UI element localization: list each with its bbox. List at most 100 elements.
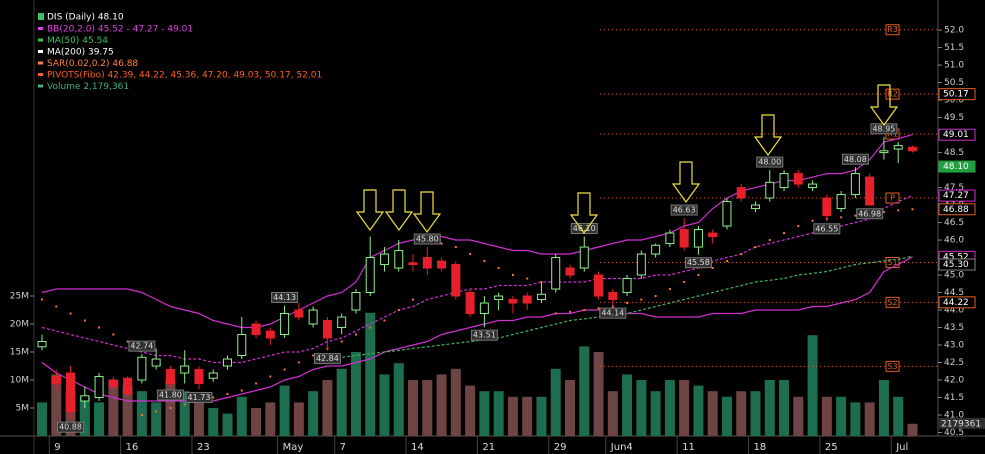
price-label-box	[128, 340, 156, 352]
y-tick-label: 41.0	[944, 411, 964, 421]
volume-bar	[893, 396, 904, 436]
sar-dot	[497, 267, 500, 270]
volume-bar	[479, 391, 490, 436]
candle-body	[622, 278, 632, 294]
signal-arrow	[753, 114, 783, 157]
volume-bar	[465, 385, 476, 436]
candle-body	[108, 379, 118, 388]
signal-arrow	[412, 191, 442, 234]
y-tick-label: 46.5	[944, 218, 964, 228]
axis-box-label: 48.10	[943, 162, 969, 172]
volume-bar	[265, 402, 276, 436]
sar-dot	[597, 307, 600, 310]
y-tick-label: 43.5	[944, 323, 964, 333]
volume-bar	[79, 396, 90, 436]
axis-box-label: 46.88	[943, 205, 969, 215]
sar-dot	[312, 354, 315, 357]
price-label-box	[185, 391, 213, 403]
candle-body	[865, 176, 875, 206]
candle-body	[51, 376, 61, 385]
axis-box-label: 47.27	[943, 191, 969, 201]
price-label: 43.51	[473, 331, 496, 340]
axis-box	[938, 203, 976, 216]
sar-dot	[226, 393, 229, 396]
y-tick-label: 47.5	[944, 183, 964, 193]
volume-bar	[136, 391, 147, 436]
volume-bar	[878, 380, 889, 436]
pivot-label: R2	[887, 90, 898, 99]
price-label-box	[156, 389, 184, 401]
volume-bar	[122, 385, 133, 436]
volume-tick-label: 15M	[10, 348, 29, 358]
volume-bar	[193, 396, 204, 436]
legend-swatch	[38, 73, 43, 76]
axis-box	[938, 128, 976, 141]
sar-dot	[526, 277, 529, 280]
sar-dot	[640, 298, 643, 301]
legend-swatch	[38, 61, 43, 65]
candle-body	[151, 358, 161, 367]
candle-body	[465, 292, 475, 315]
volume-bar	[607, 391, 618, 436]
sar-dot	[183, 403, 186, 406]
sar-dot	[511, 274, 514, 277]
sar-dot	[568, 310, 571, 313]
y-tick-label: 45.0	[944, 271, 964, 281]
volume-bar	[679, 380, 690, 436]
candle-body	[765, 181, 775, 199]
x-tick-label: 23	[197, 442, 210, 453]
candle-body	[779, 173, 789, 189]
volume-bar	[764, 380, 775, 436]
candle-body	[337, 316, 347, 329]
volume-bar	[94, 402, 105, 436]
sar-dot	[611, 305, 614, 308]
sar-dot	[469, 253, 472, 256]
volume-bar	[721, 396, 732, 436]
x-tick-label: 14	[411, 442, 424, 453]
sar-dot	[112, 333, 115, 336]
price-label: 48.08	[844, 155, 867, 164]
volume-bar	[736, 391, 747, 436]
candle-body	[94, 376, 104, 399]
price-label-box	[841, 153, 869, 165]
y-tick-label: 43.0	[944, 341, 964, 351]
x-tick-label: 18	[754, 442, 767, 453]
sar-dot	[155, 410, 158, 413]
price-label-box	[756, 156, 784, 168]
sar-dot	[654, 295, 657, 298]
price-label-box	[684, 257, 712, 269]
volume-bar	[436, 374, 447, 436]
price-label: 41.73	[188, 393, 211, 402]
sar-dot	[754, 246, 757, 249]
sar-dot	[626, 302, 629, 305]
candle-body	[579, 246, 589, 269]
volume-bar	[108, 380, 119, 436]
axis-box	[938, 296, 976, 309]
candle-body	[137, 356, 147, 381]
volume-tick-label: 5M	[16, 404, 30, 414]
sar-dot	[854, 214, 857, 217]
volume-bar	[793, 396, 804, 436]
price-label: 41.80	[159, 391, 182, 400]
sar-dot	[882, 211, 885, 214]
candle-body	[565, 267, 575, 276]
price-label: 42.74	[130, 342, 153, 351]
sar-dot	[683, 281, 686, 284]
pivot-box	[885, 192, 900, 204]
candle-body	[437, 260, 447, 269]
volume-tick-label: 25M	[10, 292, 29, 302]
price-label: 46.98	[858, 209, 881, 218]
legend-swatch	[38, 38, 43, 42]
sar-dot	[697, 274, 700, 277]
price-label: 44.14	[601, 309, 624, 318]
volume-bar	[422, 380, 433, 436]
sar-dot	[383, 319, 386, 322]
candle-body	[693, 229, 703, 248]
volume-bar	[550, 368, 561, 436]
volume-bar	[522, 396, 533, 436]
candle-body	[708, 232, 718, 238]
legend-swatch	[38, 84, 43, 88]
price-label-box	[599, 307, 627, 319]
x-tick-label: 21	[482, 442, 495, 453]
